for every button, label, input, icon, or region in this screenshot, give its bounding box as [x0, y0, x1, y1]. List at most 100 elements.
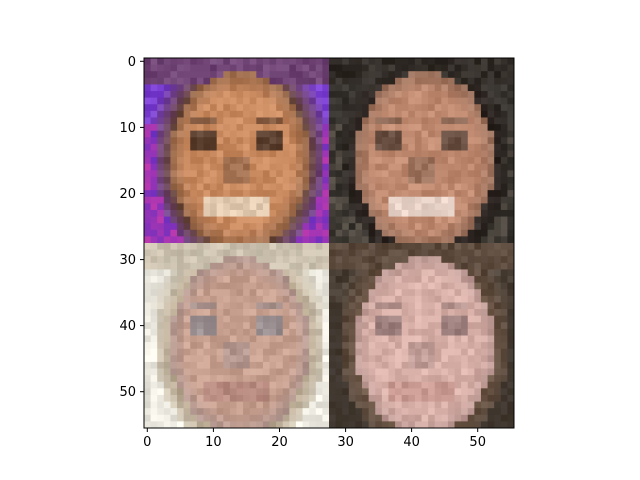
image-pixel	[500, 137, 508, 145]
image-pixel	[474, 249, 482, 257]
image-pixel	[262, 368, 270, 376]
image-pixel	[150, 64, 158, 72]
image-pixel	[216, 223, 224, 231]
image-pixel	[276, 176, 284, 184]
image-pixel	[421, 368, 429, 376]
image-pixel	[223, 229, 231, 237]
image-pixel	[295, 223, 303, 231]
image-pixel	[322, 203, 330, 211]
image-pixel	[348, 289, 356, 297]
image-pixel	[454, 361, 462, 369]
image-pixel	[480, 295, 488, 303]
image-pixel	[381, 262, 389, 270]
image-pixel	[229, 408, 237, 416]
image-pixel	[368, 355, 376, 363]
image-pixel	[500, 64, 508, 72]
image-pixel	[348, 388, 356, 396]
image-pixel	[421, 249, 429, 257]
image-pixel	[375, 381, 383, 389]
image-pixel	[342, 183, 350, 191]
image-pixel	[447, 421, 455, 429]
image-pixel	[395, 170, 403, 178]
image-pixel	[348, 361, 356, 369]
image-pixel	[375, 368, 383, 376]
image-pixel	[507, 137, 515, 145]
image-pixel	[368, 289, 376, 297]
image-pixel	[362, 421, 370, 429]
image-pixel	[414, 309, 422, 317]
image-pixel	[461, 143, 469, 151]
image-pixel	[329, 289, 337, 297]
image-pixel	[203, 328, 211, 336]
image-pixel	[229, 328, 237, 336]
image-pixel	[210, 269, 218, 277]
image-pixel	[256, 203, 264, 211]
image-pixel	[335, 223, 343, 231]
image-pixel	[243, 77, 251, 85]
image-pixel	[315, 203, 323, 211]
image-pixel	[454, 249, 462, 257]
image-pixel	[507, 375, 515, 383]
image-pixel	[335, 71, 343, 79]
image-pixel	[447, 97, 455, 105]
image-pixel	[401, 361, 409, 369]
image-pixel	[210, 236, 218, 244]
image-pixel	[329, 243, 337, 251]
image-pixel	[236, 216, 244, 224]
image-pixel	[322, 368, 330, 376]
image-pixel	[295, 289, 303, 297]
image-pixel	[401, 421, 409, 429]
image-pixel	[282, 216, 290, 224]
image-pixel	[355, 229, 363, 237]
image-pixel	[302, 190, 310, 198]
image-pixel	[229, 269, 237, 277]
image-pixel	[276, 143, 284, 151]
image-pixel	[203, 130, 211, 138]
image-pixel	[282, 276, 290, 284]
image-pixel	[276, 64, 284, 72]
image-pixel	[190, 130, 198, 138]
image-pixel	[150, 361, 158, 369]
image-pixel	[375, 276, 383, 284]
image-pixel	[170, 282, 178, 290]
image-pixel	[480, 190, 488, 198]
image-pixel	[256, 104, 264, 112]
image-pixel	[395, 91, 403, 99]
image-pixel	[295, 269, 303, 277]
image-pixel	[309, 315, 317, 323]
image-pixel	[315, 130, 323, 138]
image-pixel	[388, 64, 396, 72]
image-pixel	[434, 256, 442, 264]
image-pixel	[401, 414, 409, 422]
image-pixel	[190, 381, 198, 389]
image-pixel	[368, 315, 376, 323]
image-pixel	[282, 196, 290, 204]
image-pixel	[381, 302, 389, 310]
image-pixel	[256, 322, 264, 330]
image-pixel	[157, 342, 165, 350]
image-pixel	[210, 110, 218, 118]
image-pixel	[229, 315, 237, 323]
image-pixel	[480, 229, 488, 237]
image-pixel	[150, 408, 158, 416]
image-pixel	[348, 163, 356, 171]
image-pixel	[309, 150, 317, 158]
image-pixel	[441, 71, 449, 79]
image-pixel	[249, 381, 257, 389]
image-pixel	[461, 91, 469, 99]
image-pixel	[216, 256, 224, 264]
image-pixel	[315, 282, 323, 290]
image-pixel	[342, 64, 350, 72]
image-pixel	[441, 394, 449, 402]
image-pixel	[295, 348, 303, 356]
image-pixel	[342, 421, 350, 429]
image-pixel	[210, 58, 218, 66]
image-pixel	[329, 216, 337, 224]
image-pixel	[302, 229, 310, 237]
image-pixel	[355, 302, 363, 310]
image-pixel	[447, 196, 455, 204]
image-pixel	[262, 223, 270, 231]
image-pixel	[368, 183, 376, 191]
image-pixel	[507, 209, 515, 217]
image-pixel	[388, 110, 396, 118]
